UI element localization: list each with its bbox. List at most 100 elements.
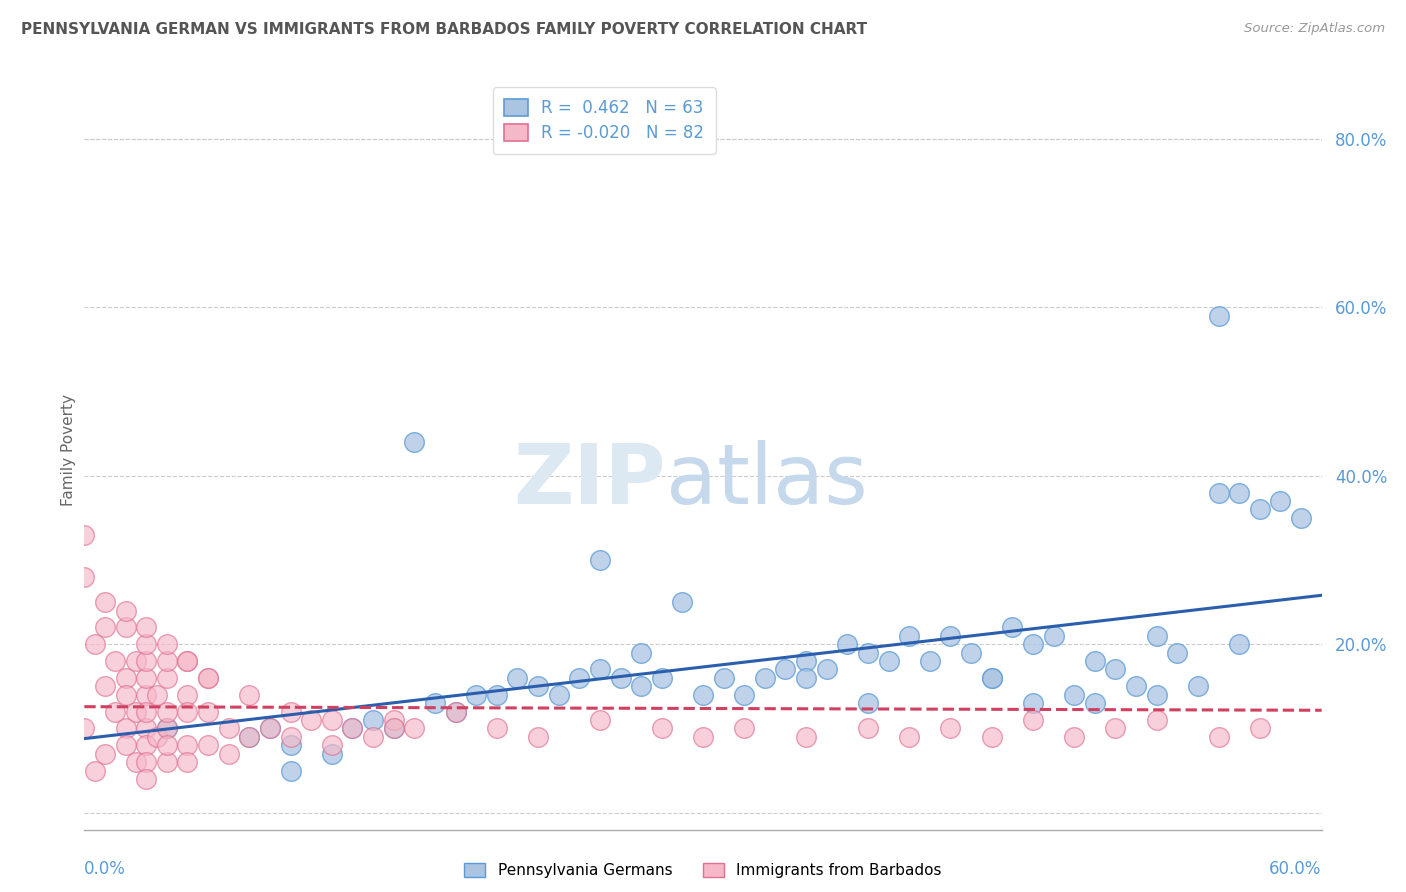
Point [73, 527, 96, 541]
Point [238, 688, 260, 702]
Point [1208, 309, 1230, 323]
Point [1084, 654, 1107, 668]
Point [125, 755, 148, 769]
Point [156, 637, 179, 651]
Point [238, 730, 260, 744]
Point [135, 772, 157, 786]
Point [135, 755, 157, 769]
Point [404, 435, 426, 450]
Point [527, 679, 550, 693]
Point [280, 764, 302, 778]
Point [94, 595, 117, 609]
Point [156, 722, 179, 736]
Point [135, 705, 157, 719]
Text: Source: ZipAtlas.com: Source: ZipAtlas.com [1244, 22, 1385, 36]
Legend: R =  0.462   N = 63, R = -0.020   N = 82: R = 0.462 N = 63, R = -0.020 N = 82 [492, 87, 716, 153]
Point [176, 688, 198, 702]
Point [156, 755, 179, 769]
Point [856, 646, 879, 660]
Point [1166, 646, 1188, 660]
Point [83, 764, 105, 778]
Point [485, 688, 508, 702]
Point [1227, 637, 1250, 651]
Point [1084, 696, 1107, 710]
Point [589, 663, 612, 677]
Point [197, 705, 219, 719]
Point [733, 688, 755, 702]
Point [1146, 688, 1168, 702]
Legend: Pennsylvania Germans, Immigrants from Barbados: Pennsylvania Germans, Immigrants from Ba… [458, 857, 948, 884]
Point [299, 713, 322, 727]
Point [1289, 511, 1312, 525]
Point [73, 570, 96, 584]
Point [176, 705, 198, 719]
Point [218, 722, 240, 736]
Point [794, 671, 817, 685]
Point [259, 722, 281, 736]
Point [238, 730, 260, 744]
Point [135, 620, 157, 634]
Point [1104, 663, 1126, 677]
Point [815, 663, 838, 677]
Point [94, 679, 117, 693]
Point [114, 722, 136, 736]
Point [692, 730, 714, 744]
Point [568, 671, 591, 685]
Point [135, 671, 157, 685]
Point [104, 705, 127, 719]
Point [630, 679, 652, 693]
Y-axis label: Family Poverty: Family Poverty [60, 394, 76, 507]
Point [114, 671, 136, 685]
Text: atlas: atlas [666, 441, 868, 521]
Point [589, 553, 612, 567]
Point [176, 654, 198, 668]
Point [125, 654, 148, 668]
Point [342, 722, 364, 736]
Point [692, 688, 714, 702]
Point [382, 722, 405, 736]
Point [361, 730, 384, 744]
Point [176, 739, 198, 753]
Point [651, 722, 673, 736]
Point [794, 730, 817, 744]
Point [176, 755, 198, 769]
Point [83, 637, 105, 651]
Point [485, 722, 508, 736]
Point [547, 688, 569, 702]
Point [197, 671, 219, 685]
Point [321, 747, 343, 761]
Point [259, 722, 281, 736]
Point [1208, 485, 1230, 500]
Point [630, 646, 652, 660]
Point [382, 722, 405, 736]
Point [671, 595, 693, 609]
Point [94, 747, 117, 761]
Point [1227, 485, 1250, 500]
Point [135, 654, 157, 668]
Point [877, 654, 900, 668]
Point [156, 722, 179, 736]
Point [135, 637, 157, 651]
Point [104, 654, 127, 668]
Point [125, 705, 148, 719]
Point [176, 654, 198, 668]
Point [156, 654, 179, 668]
Point [506, 671, 529, 685]
Point [218, 747, 240, 761]
Point [73, 722, 96, 736]
Point [713, 671, 735, 685]
Point [980, 730, 1002, 744]
Point [898, 629, 921, 643]
Point [280, 705, 302, 719]
Text: PENNSYLVANIA GERMAN VS IMMIGRANTS FROM BARBADOS FAMILY POVERTY CORRELATION CHART: PENNSYLVANIA GERMAN VS IMMIGRANTS FROM B… [21, 22, 868, 37]
Point [1249, 722, 1271, 736]
Point [135, 688, 157, 702]
Point [145, 688, 167, 702]
Point [114, 620, 136, 634]
Point [361, 713, 384, 727]
Text: ZIP: ZIP [513, 441, 666, 521]
Point [1063, 730, 1085, 744]
Point [527, 730, 550, 744]
Point [465, 688, 488, 702]
Point [197, 739, 219, 753]
